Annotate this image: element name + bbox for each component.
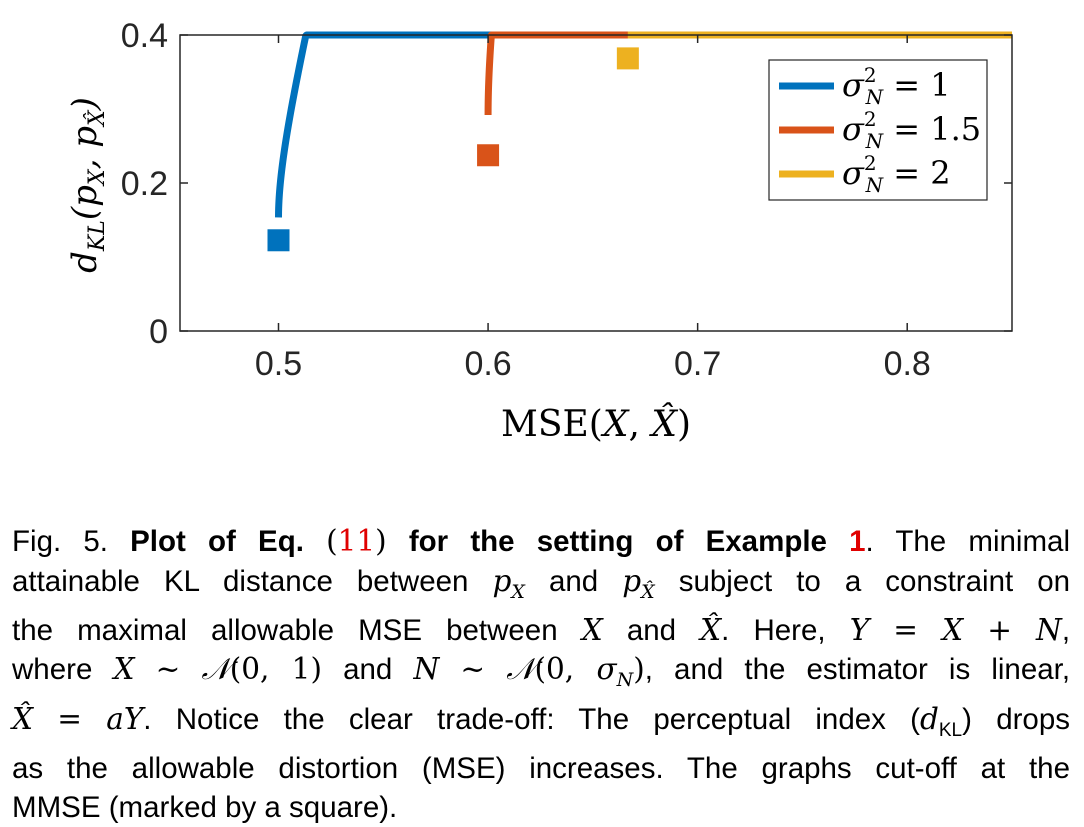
svg-text:σ2N = 2: σ2 N = 2	[842, 151, 951, 197]
caption-line-1: Fig. 5. Plot of Eq. (11) for the setting…	[12, 524, 1070, 558]
eq-ref-link[interactable]: 11	[337, 524, 376, 558]
y-tick-label: 0.4	[121, 17, 168, 55]
x-tick-label: 0.8	[884, 345, 931, 383]
caption-line-4: where X ∼ 𝒩(0, 1) and N ∼ 𝒩(0, σN), and …	[12, 652, 1071, 692]
y-tick-label: 0.2	[121, 165, 168, 203]
markers-layer	[267, 47, 639, 252]
x-tick-label: 0.5	[255, 345, 302, 383]
caption-bold-1: Plot of Eq.	[130, 525, 304, 558]
svg-text:σ2N = 1: σ2 N = 1	[842, 63, 951, 109]
ticks-layer: 0.5 0.6 0.7 0.8 0 0.2 0.4	[121, 17, 1012, 383]
caption-line-2: attainable KL distance between pX and pX…	[12, 563, 1071, 603]
caption-text-10: , and the estimator is linear,	[644, 653, 1071, 687]
caption-line-6: as the allowable distortion (MSE) increa…	[12, 750, 1070, 789]
mmse-marker-2	[477, 144, 500, 167]
x-axis-label: MSE(X, X̂)	[501, 402, 691, 445]
chart-figure: 0.5 0.6 0.7 0.8 0 0.2 0.4 dKL(pX, pX̂) MSE(X, …	[65, 17, 1014, 445]
caption-text-7: . Here,	[721, 613, 826, 647]
x-tick-label: 0.6	[464, 345, 511, 383]
caption-line-3: the maximal allowable MSE between X and …	[12, 612, 1071, 647]
example-ref-link[interactable]: 1	[849, 525, 866, 558]
legend: σ2 N = 1 σ2 N = 1.5 σ2 N = 2	[768, 59, 988, 201]
legend-entry-2: σ2 N = 1.5	[779, 107, 981, 153]
caption-bold-2: for the setting of Example	[408, 525, 827, 558]
x-tick-label: 0.7	[674, 345, 721, 383]
caption-text-13: as the allowable distortion (MSE) increa…	[12, 752, 1070, 786]
caption-text-2: attainable KL distance between	[12, 564, 469, 598]
legend-value-2: 1.5	[930, 110, 981, 148]
legend-entry-3: σ2 N = 2	[779, 151, 951, 197]
caption-text-12: ) drops	[962, 702, 1070, 736]
svg-text:σ2N = 1.5: σ2 N = 1.5	[842, 107, 981, 153]
mmse-marker-3	[616, 47, 639, 70]
caption-text-1: . The minimal	[865, 525, 1070, 558]
legend-value-3: 2	[930, 154, 950, 192]
legend-entry-1: σ2 N = 1	[779, 63, 951, 109]
caption-text-4: subject to a constraint on	[678, 564, 1071, 598]
caption-text-11: . Notice the clear trade-off: The percep…	[143, 702, 920, 736]
caption-text-14: MMSE (marked by a square).	[12, 790, 398, 824]
svg-text:dKL(pX, pX̂): dKL(pX, pX̂)	[65, 97, 110, 273]
caption-line-5: X̂ = aY. Notice the clear trade-off: The…	[12, 701, 1070, 741]
y-tick-label: 0	[149, 313, 168, 351]
caption-text-3: and	[548, 564, 599, 598]
legend-value-1: 1	[930, 66, 950, 104]
caption-text-5: the maximal allowable MSE between	[12, 613, 558, 647]
caption-text-8: where	[12, 653, 93, 687]
mmse-marker-1	[267, 229, 290, 252]
caption-text-9: and	[343, 653, 393, 687]
caption-text-6: and	[626, 613, 677, 647]
y-axis-label: dKL(pX, pX̂)	[65, 97, 110, 273]
figure-caption: Fig. 5. Plot of Eq. (11) for the setting…	[12, 522, 1070, 827]
fig-label: Fig. 5.	[12, 525, 108, 558]
